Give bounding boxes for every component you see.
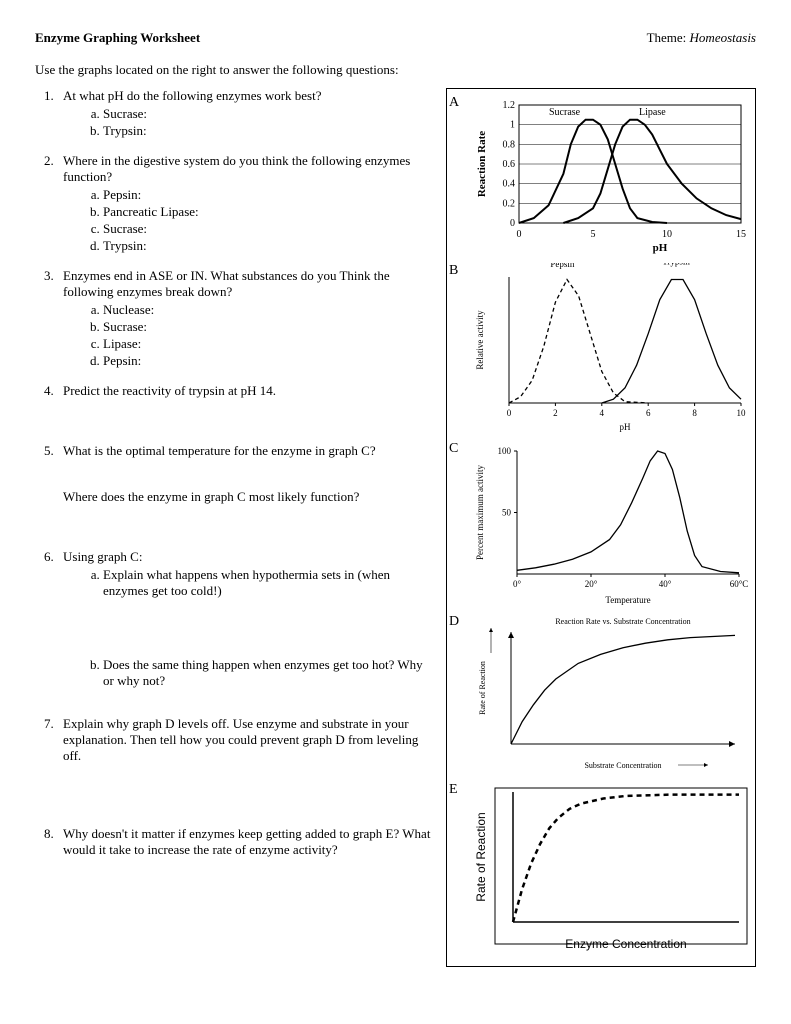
svg-text:6: 6 [646, 408, 651, 418]
svg-text:4: 4 [600, 408, 605, 418]
svg-text:0: 0 [517, 229, 522, 240]
graph-e-label: E [449, 782, 458, 798]
q2b: Pancreatic Lipase: [103, 204, 436, 220]
svg-text:15: 15 [736, 229, 746, 240]
graphs-column: A 0 0.2 0.4 0.6 0.8 1 1.2 0 5 10 15 pH Reaction Rate… [446, 88, 756, 967]
svg-text:8: 8 [692, 408, 697, 418]
svg-text:1: 1 [510, 120, 515, 131]
graph-b-svg: 0 2 4 6 8 10 Pepsin Trypsin pH Relative activity [471, 263, 749, 433]
svg-text:1.2: 1.2 [503, 100, 516, 111]
q6a: Explain what happens when hypothermia se… [103, 567, 436, 599]
svg-text:Pepsin: Pepsin [550, 263, 575, 269]
graph-c: C 501000°20°40°60°CTemperaturePercent ma… [453, 441, 749, 606]
svg-text:50: 50 [502, 508, 512, 518]
svg-text:0.4: 0.4 [503, 179, 516, 190]
graph-d-label: D [449, 614, 459, 630]
svg-text:pH: pH [653, 242, 668, 254]
q8-text: Why doesn't it matter if enzymes keep ge… [63, 826, 430, 857]
question-7: Explain why graph D levels off. Use enzy… [57, 716, 436, 812]
q3-text: Enzymes end in ASE or IN. What substance… [63, 268, 390, 299]
svg-text:Percent maximum activity: Percent maximum activity [475, 465, 485, 560]
svg-text:Reaction Rate vs. Substrate Co: Reaction Rate vs. Substrate Concentratio… [555, 617, 690, 626]
question-6: Using graph C: Explain what happens when… [57, 549, 436, 702]
question-2: Where in the digestive system do you thi… [57, 153, 436, 254]
q3a: Nuclease: [103, 302, 436, 318]
graph-a-label: A [449, 95, 459, 111]
svg-text:5: 5 [591, 229, 596, 240]
svg-text:Rate of Reaction: Rate of Reaction [474, 812, 488, 901]
graph-a: A 00.20.40.60.811.2051015pHReaction Rate… [453, 95, 749, 255]
q2-text: Where in the digestive system do you thi… [63, 153, 410, 184]
question-5: What is the optimal temperature for the … [57, 443, 436, 535]
q3d: Pepsin: [103, 353, 436, 369]
worksheet-title: Enzyme Graphing Worksheet [35, 30, 200, 46]
q1b: Trypsin: [103, 123, 436, 139]
q4-text: Predict the reactivity of trypsin at pH … [63, 383, 276, 398]
question-4: Predict the reactivity of trypsin at pH … [57, 383, 436, 429]
q6b: Does the same thing happen when enzymes … [103, 657, 436, 689]
q2d: Trypsin: [103, 238, 436, 254]
svg-text:Reaction Rate: Reaction Rate [476, 131, 488, 197]
q2c: Sucrase: [103, 221, 436, 237]
q7-text: Explain why graph D levels off. Use enzy… [63, 716, 418, 763]
theme: Theme: Homeostasis [647, 30, 756, 46]
questions-list: At what pH do the following enzymes work… [57, 88, 436, 858]
question-1: At what pH do the following enzymes work… [57, 88, 436, 139]
graph-d: D Reaction Rate vs. Substrate Concentrat… [453, 614, 749, 774]
q5-text: What is the optimal temperature for the … [63, 443, 376, 458]
graph-b: B 0246810PepsinTrypsinpHRelative activit… [453, 263, 749, 433]
question-3: Enzymes end in ASE or IN. What substance… [57, 268, 436, 369]
q2a: Pepsin: [103, 187, 436, 203]
svg-text:0°: 0° [513, 579, 522, 589]
q1a: Sucrase: [103, 106, 436, 122]
q6-text: Using graph C: [63, 549, 142, 564]
q1-text: At what pH do the following enzymes work… [63, 88, 322, 103]
svg-text:0.8: 0.8 [503, 139, 516, 150]
header: Enzyme Graphing Worksheet Theme: Homeost… [35, 30, 756, 46]
q3c: Lipase: [103, 336, 436, 352]
svg-text:0.6: 0.6 [503, 159, 516, 170]
q5-sub: Where does the enzyme in graph C most li… [63, 489, 436, 505]
svg-text:Rate of Reaction: Rate of Reaction [478, 661, 487, 715]
svg-text:2: 2 [553, 408, 558, 418]
question-8: Why doesn't it matter if enzymes keep ge… [57, 826, 436, 858]
svg-text:60°C: 60°C [730, 579, 749, 589]
graph-d-svg: Reaction Rate vs. Substrate Concentratio… [471, 614, 749, 774]
svg-text:Relative activity: Relative activity [475, 310, 485, 370]
svg-text:0: 0 [507, 408, 512, 418]
svg-text:20°: 20° [585, 579, 598, 589]
q3b: Sucrase: [103, 319, 436, 335]
svg-text:pH: pH [620, 422, 632, 432]
svg-text:Enzyme Concentration: Enzyme Concentration [565, 937, 686, 951]
svg-text:10: 10 [737, 408, 747, 418]
svg-text:100: 100 [498, 446, 512, 456]
svg-text:Sucrase: Sucrase [549, 107, 581, 118]
graph-c-svg: 50 100 0° 20° 40° 60°C Temperature Percent maxi… [471, 441, 749, 606]
svg-text:Lipase: Lipase [639, 107, 666, 118]
theme-label: Theme: [647, 30, 687, 45]
svg-text:Temperature: Temperature [605, 595, 650, 605]
graph-b-label: B [449, 263, 458, 279]
svg-text:10: 10 [662, 229, 672, 240]
theme-value: Homeostasis [690, 30, 756, 45]
graph-c-label: C [449, 441, 458, 457]
svg-text:0: 0 [510, 218, 515, 229]
svg-text:Trypsin: Trypsin [662, 263, 690, 266]
svg-text:0.2: 0.2 [503, 198, 516, 209]
main: At what pH do the following enzymes work… [35, 88, 756, 967]
intro-text: Use the graphs located on the right to a… [35, 62, 756, 78]
graph-e: E Enzyme ConcentrationRate of Reaction [453, 782, 749, 952]
svg-text:40°: 40° [659, 579, 672, 589]
graph-e-svg: Enzyme Concentration Rate of Reaction [471, 782, 749, 952]
svg-text:Substrate Concentration: Substrate Concentration [584, 761, 661, 770]
questions-column: At what pH do the following enzymes work… [35, 88, 436, 967]
graph-a-svg: 0 0.2 0.4 0.6 0.8 1 1.2 0 5 10 15 pH Reaction Rate Su… [471, 95, 749, 255]
